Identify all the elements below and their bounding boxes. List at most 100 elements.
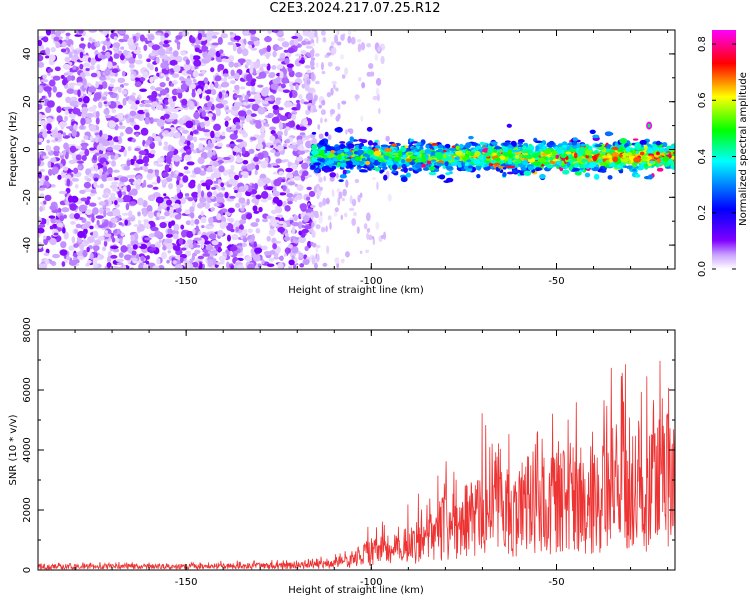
spectrogram-cell <box>200 216 207 224</box>
spectrogram-cell <box>293 176 302 181</box>
spectrogram-cell <box>359 192 363 198</box>
spectrogram-cell <box>120 232 125 237</box>
spectrogram-cell <box>304 65 311 69</box>
spectrogram-cell <box>78 30 84 34</box>
spectrogram-cell <box>189 53 194 61</box>
spectrogram-cell <box>101 173 108 182</box>
spectrogram-cell <box>374 53 378 61</box>
spectrogram-cell <box>584 172 591 178</box>
spectrogram-cell <box>181 229 187 238</box>
spectrogram-cell <box>118 125 126 130</box>
spectrogram-cell <box>476 174 481 179</box>
spectrogram-cell <box>64 115 68 122</box>
spectrogram-cell <box>136 46 141 51</box>
spectrogram-cell <box>176 179 180 185</box>
spectrogram-cell <box>180 51 187 56</box>
spectrogram-cell <box>272 50 277 58</box>
spectrogram-cell <box>42 74 47 80</box>
spectrogram-cell <box>333 83 336 90</box>
spectrogram-cell <box>366 228 371 233</box>
spectrogram-cell <box>269 126 277 131</box>
spectrogram-cell <box>92 258 98 266</box>
spectrogram-cell <box>485 162 490 167</box>
spectrogram-cell <box>211 240 219 246</box>
spectrogram-cell <box>258 48 267 55</box>
spectrogram-cell <box>106 262 112 268</box>
spectrogram-cell <box>354 178 360 184</box>
spectrogram-cell <box>79 243 85 250</box>
spectrogram-cell <box>348 207 355 212</box>
spectrogram-cell <box>578 164 587 169</box>
spectrogram-cell <box>129 257 138 261</box>
spectrogram-cell <box>302 215 310 223</box>
spectrogram-cell <box>649 160 655 164</box>
spectrogram-cell <box>56 222 64 228</box>
spectrogram-cell <box>410 141 419 144</box>
spectrogram-cell <box>212 161 219 167</box>
spectrogram-cell <box>58 190 68 195</box>
spectrogram-cell <box>118 87 122 93</box>
spectrogram-cell <box>48 90 52 98</box>
spectrogram-cell <box>257 152 264 160</box>
spectrogram-cell <box>149 247 157 251</box>
spectrogram-cell <box>63 72 68 76</box>
spectrogram-cell <box>190 142 194 150</box>
spectrogram-cell <box>350 157 355 162</box>
spectrogram-cell <box>99 130 103 137</box>
spectrogram-cell <box>42 130 48 139</box>
spectrogram-cell <box>102 193 109 199</box>
spectrogram-cell <box>229 173 234 181</box>
spectrogram-cell <box>113 53 120 59</box>
spectrogram-cell <box>135 100 140 105</box>
spectrogram-cell <box>369 71 375 77</box>
spectrogram-cell <box>152 265 160 269</box>
spectrogram-cell <box>200 190 205 198</box>
spectrogram-cell <box>339 141 346 144</box>
spectrogram-cell <box>86 177 92 182</box>
spectrogram-cell <box>459 157 464 161</box>
spectrogram-cell <box>192 130 199 134</box>
spectrogram-cell <box>234 174 240 181</box>
spectrogram-cell <box>126 184 131 193</box>
spectrogram-cell <box>383 174 388 181</box>
spectrogram-cell <box>201 110 206 118</box>
spectrogram-cell <box>576 155 583 162</box>
spectrogram-cell <box>149 64 154 71</box>
spectrogram-cell <box>52 75 61 81</box>
spectrogram-cell <box>219 49 224 54</box>
spectrogram-cell <box>241 48 249 57</box>
spectrogram-cell <box>92 207 99 215</box>
spectrogram-cell <box>98 84 104 90</box>
spectrogram-cell <box>436 162 444 166</box>
spectrogram-cell <box>325 198 330 205</box>
spectrogram-cell <box>81 106 88 115</box>
spectrogram-cell <box>588 163 596 169</box>
spectrogram-cell <box>224 93 229 98</box>
spectrogram-cell <box>168 46 173 52</box>
spectrogram-cell <box>273 178 282 187</box>
spectrogram-cell <box>506 123 512 128</box>
spectrogram-cell <box>117 190 123 199</box>
spectrogram-cell <box>353 150 359 155</box>
spectrogram-cell <box>81 139 85 144</box>
spectrogram-cell <box>393 156 401 162</box>
spectrogram-cell <box>279 52 286 59</box>
spectrogram-cell <box>116 262 124 266</box>
spectrogram-cell <box>266 186 274 191</box>
spectrogram-cell <box>120 245 128 253</box>
spectrogram-cell <box>194 218 200 225</box>
spectrogram-cell <box>213 202 220 207</box>
spectrogram-cell <box>157 206 162 212</box>
spectrogram-cell <box>110 184 118 190</box>
spectrogram-cell <box>315 62 319 68</box>
spectrogram-cell <box>474 150 481 156</box>
spectrogram-cell <box>426 156 433 161</box>
spectrogram-cell <box>235 139 244 143</box>
spectrogram-cell <box>247 263 255 269</box>
spectrogram-cell <box>554 160 562 164</box>
spectrogram-cell <box>185 59 190 65</box>
spectrogram-cell <box>90 189 97 194</box>
spectrogram-cell <box>173 132 181 139</box>
spectrogram-cell <box>65 174 72 182</box>
spectrogram-cell <box>551 150 558 156</box>
